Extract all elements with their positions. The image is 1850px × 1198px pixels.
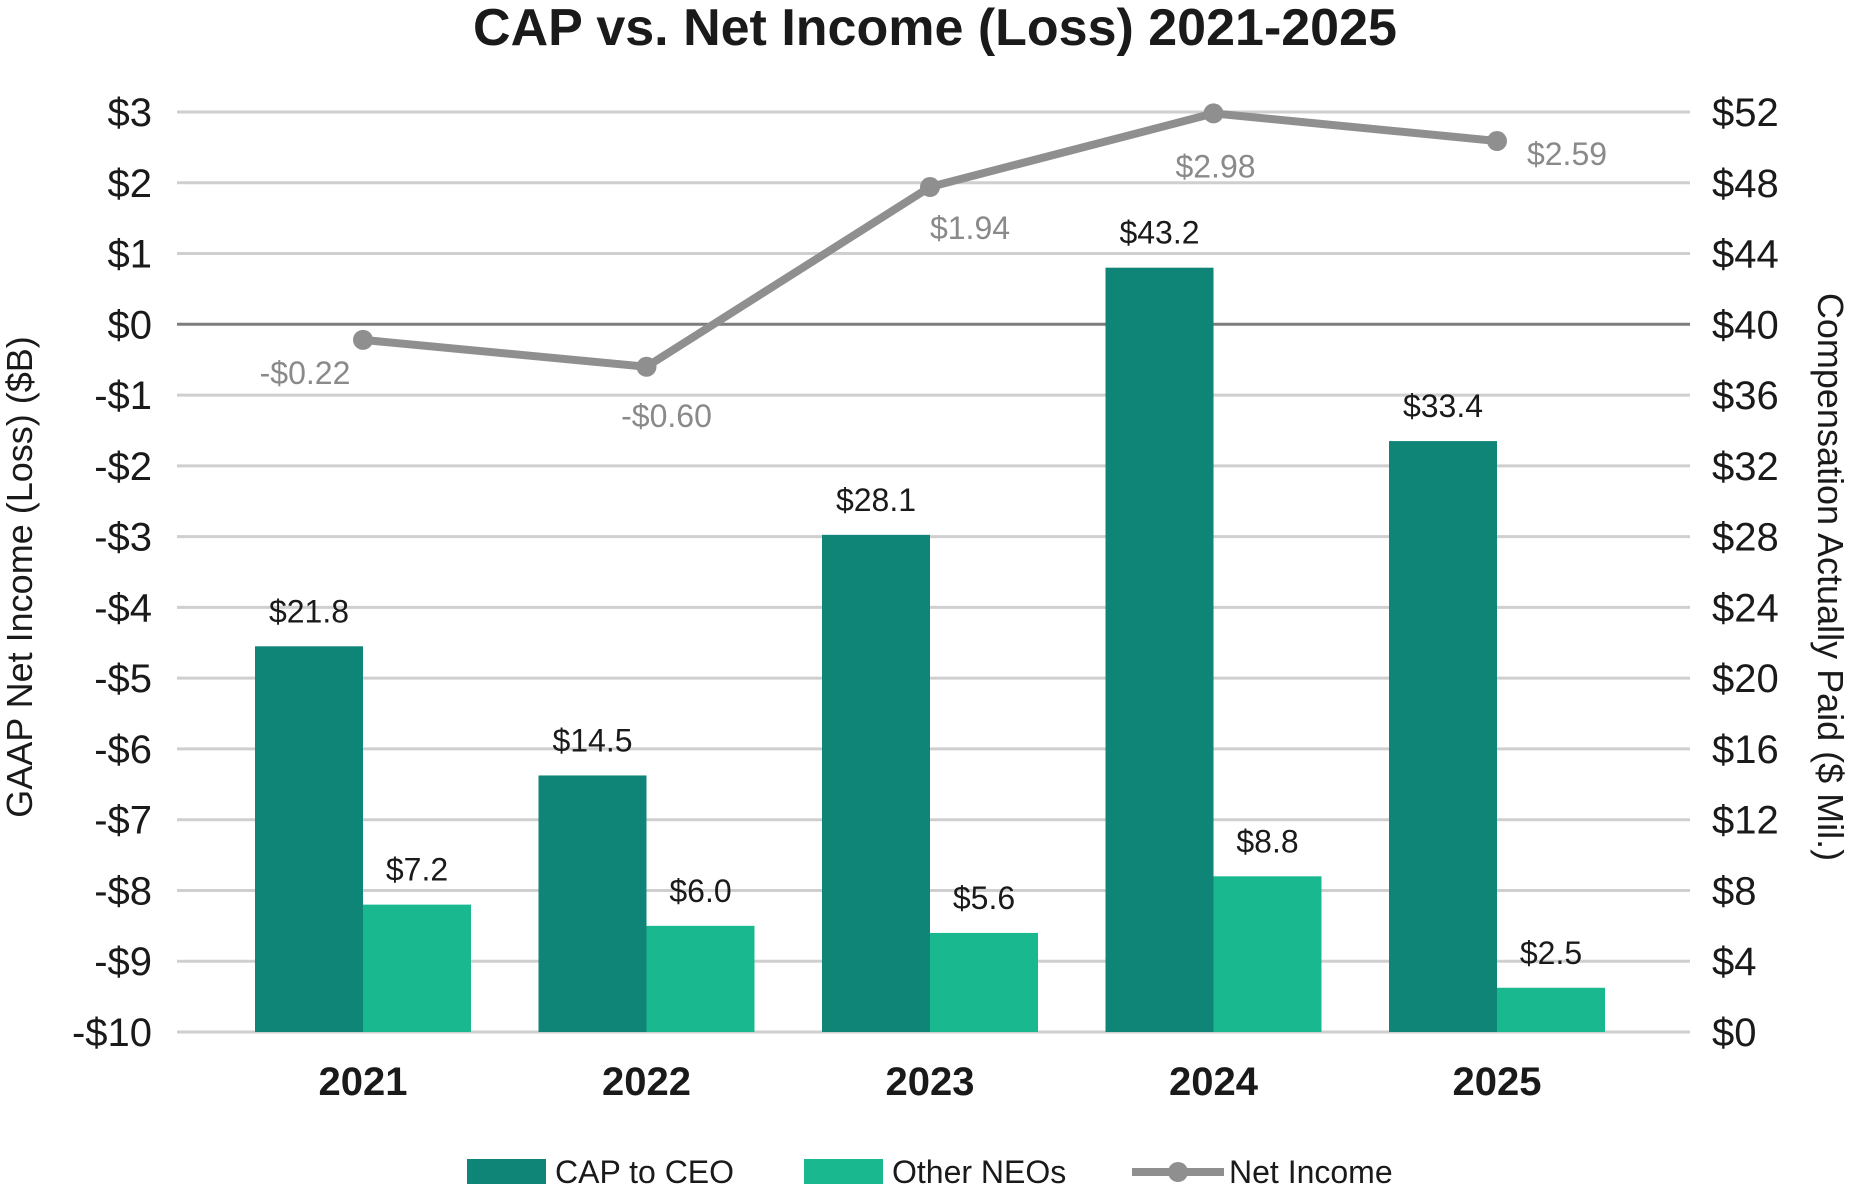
net-income-value-label: $1.94 [930, 210, 1010, 246]
net-income-point [1487, 131, 1507, 152]
left-axis-ticks: $3 $2 $1 $0 -$1 -$2 -$3 -$4 -$5 -$6 -$7 -$8 -$9 -$10 [72, 91, 152, 1055]
cap-to-ceo-bar [538, 775, 647, 1032]
right-tick-label: $36 [1712, 374, 1779, 418]
legend-label-other-neos: Other NEOs [892, 1154, 1066, 1190]
cap-to-ceo-bar [1105, 267, 1214, 1032]
right-tick-label: $24 [1712, 586, 1779, 630]
left-tick-label: -$1 [94, 374, 152, 418]
other-neos-value-label: $2.5 [1520, 935, 1582, 971]
category-label-2021: 2021 [319, 1060, 408, 1104]
net-income-point [353, 329, 373, 350]
bars [255, 267, 1605, 1033]
left-tick-label: $3 [108, 91, 153, 135]
cap-to-ceo-bar [1389, 441, 1497, 1033]
net-income-point [920, 177, 940, 198]
left-tick-label: -$6 [94, 728, 152, 772]
left-tick-label: -$8 [94, 869, 152, 913]
cap-to-ceo-value-label: $43.2 [1119, 215, 1199, 251]
left-tick-label: $1 [108, 233, 153, 277]
net-income-value-label: $2.98 [1175, 148, 1255, 184]
category-label-2022: 2022 [602, 1060, 691, 1104]
right-tick-label: $20 [1712, 657, 1779, 701]
legend-label-cap-to-ceo: CAP to CEO [555, 1154, 734, 1190]
net-income-value-label: -$0.22 [260, 355, 351, 391]
other-neos-bar [646, 925, 755, 1032]
category-label-2024: 2024 [1169, 1060, 1259, 1104]
legend: CAP to CEO Other NEOs Net Income [467, 1154, 1393, 1190]
cap-to-ceo-value-label: $33.4 [1403, 388, 1483, 424]
net-income-point [1203, 103, 1224, 124]
other-neos-bar [1497, 987, 1605, 1032]
net-income-value-label: -$0.60 [621, 398, 712, 434]
other-neos-value-label: $5.6 [953, 880, 1015, 916]
category-label-2023: 2023 [886, 1060, 975, 1104]
left-tick-label: -$3 [94, 516, 152, 560]
legend-label-net-income: Net Income [1229, 1154, 1393, 1190]
right-tick-label: $0 [1712, 1011, 1757, 1055]
cap-to-ceo-value-label: $21.8 [269, 593, 349, 629]
left-tick-label: -$7 [94, 799, 152, 843]
right-tick-label: $4 [1712, 940, 1757, 984]
right-tick-label: $40 [1712, 303, 1779, 347]
other-neos-value-label: $8.8 [1236, 823, 1298, 859]
right-tick-label: $48 [1712, 162, 1779, 206]
right-tick-label: $12 [1712, 799, 1779, 843]
other-neos-bar [930, 932, 1038, 1032]
right-tick-label: $32 [1712, 445, 1779, 489]
cap-to-ceo-bar [255, 646, 363, 1032]
right-tick-label: $44 [1712, 233, 1779, 277]
net-income-value-label: $2.59 [1527, 136, 1607, 172]
right-axis-label: Compensation Actually Paid ($ Mil.) [1810, 293, 1850, 861]
cap-to-ceo-value-label: $14.5 [552, 722, 632, 758]
net-income-line-group: -$0.22 -$0.60 $1.94 $2.98 $2.59 [260, 103, 1607, 434]
left-tick-label: $2 [108, 162, 153, 206]
left-tick-label: -$4 [94, 586, 152, 630]
other-neos-value-label: $6.0 [669, 873, 731, 909]
legend-swatch-cap-to-ceo [467, 1159, 546, 1184]
other-neos-value-label: $7.2 [386, 852, 448, 888]
left-tick-label: $0 [108, 303, 153, 347]
left-tick-label: -$9 [94, 940, 152, 984]
other-neos-bar [1213, 876, 1322, 1032]
right-tick-label: $8 [1712, 869, 1757, 913]
right-axis-ticks: $52 $48 $44 $40 $36 $32 $28 $24 $20 $16 $12 $8 $4 $0 [1712, 91, 1779, 1055]
left-tick-label: -$5 [94, 657, 152, 701]
net-income-point [636, 356, 657, 377]
cap-to-ceo-bar [822, 534, 930, 1032]
left-axis-label: GAAP Net Income (Loss) ($B) [0, 336, 40, 818]
right-tick-label: $28 [1712, 516, 1779, 560]
left-tick-label: -$10 [72, 1011, 152, 1055]
right-tick-label: $16 [1712, 728, 1779, 772]
legend-marker-net-income [1168, 1162, 1188, 1182]
other-neos-bar [363, 904, 471, 1032]
left-tick-label: -$2 [94, 445, 152, 489]
bar-data-labels: $21.8 $7.2 $14.5 $6.0 $28.1 $5.6 $43.2 $8.8 $33.… [269, 215, 1582, 971]
category-label-2025: 2025 [1453, 1060, 1542, 1104]
legend-swatch-other-neos [804, 1159, 883, 1184]
chart-title: CAP vs. Net Income (Loss) 2021-2025 [473, 0, 1397, 57]
category-labels: 2021 2022 2023 2024 2025 [319, 1060, 1542, 1104]
right-tick-label: $52 [1712, 91, 1779, 135]
cap-to-ceo-value-label: $28.1 [836, 482, 916, 518]
